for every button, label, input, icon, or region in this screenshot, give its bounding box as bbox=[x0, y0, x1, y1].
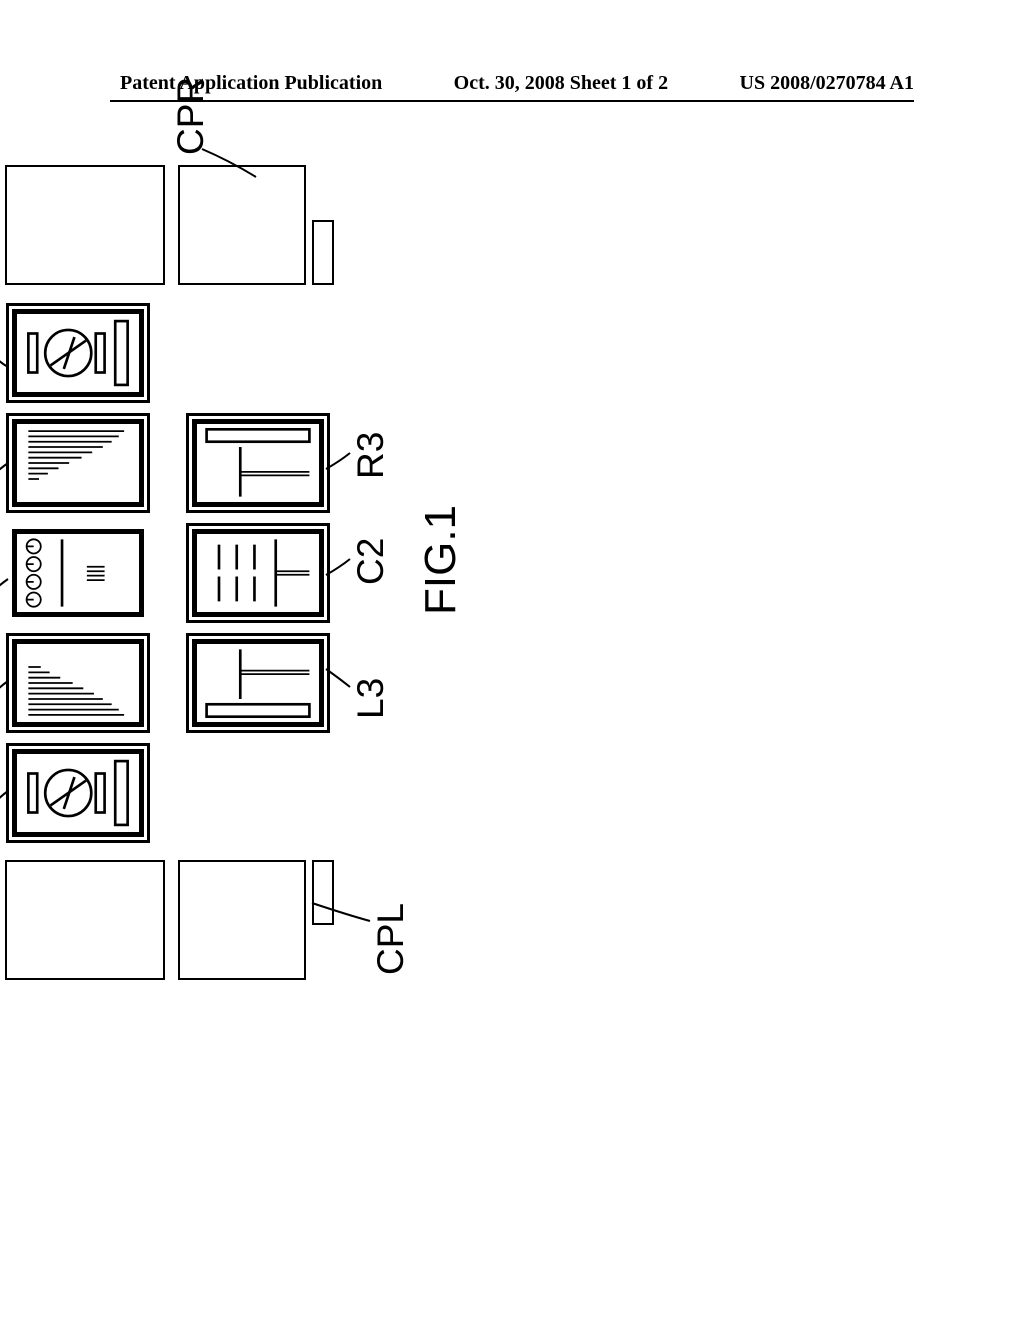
cpr-body bbox=[178, 165, 306, 285]
leader-r2 bbox=[0, 457, 12, 483]
label-l3: L3 bbox=[350, 678, 392, 719]
label-r3: R3 bbox=[350, 432, 392, 479]
c1-console-icon bbox=[17, 534, 139, 612]
header-rule bbox=[110, 100, 914, 102]
header-right: US 2008/0270784 A1 bbox=[740, 72, 914, 95]
block-r3 bbox=[192, 419, 324, 507]
cpr-foot bbox=[312, 220, 334, 285]
leader-l1 bbox=[0, 785, 12, 815]
l1-inner-icon bbox=[17, 754, 139, 832]
r1-inner-icon bbox=[17, 314, 139, 392]
leader-r3 bbox=[324, 447, 352, 473]
leader-l2 bbox=[0, 675, 12, 703]
block-l1 bbox=[12, 749, 144, 837]
c2-lines-icon bbox=[197, 534, 319, 612]
l3-rack-icon bbox=[197, 644, 319, 722]
block-l2 bbox=[12, 639, 144, 727]
r2-hatch-icon bbox=[17, 424, 139, 502]
cpl-body bbox=[178, 860, 306, 980]
r3-rack-icon bbox=[197, 424, 319, 502]
block-c1 bbox=[12, 529, 144, 617]
header-left: Patent Application Publication bbox=[120, 72, 382, 95]
label-cpl: CPL bbox=[370, 903, 412, 975]
leader-cpr bbox=[200, 143, 260, 183]
page-header: Patent Application Publication Oct. 30, … bbox=[0, 72, 1024, 95]
block-l3 bbox=[192, 639, 324, 727]
leader-cpl bbox=[308, 895, 372, 925]
figure-caption: FIG.1 bbox=[416, 505, 466, 615]
header-center: Oct. 30, 2008 Sheet 1 of 2 bbox=[454, 72, 668, 95]
block-c2 bbox=[192, 529, 324, 617]
block-r2 bbox=[12, 419, 144, 507]
l2-hatch-icon bbox=[17, 644, 139, 722]
block-r1 bbox=[12, 309, 144, 397]
figure-1-diagram: L1 L2 C1 R2 R1 L3 C2 R3 CPL CPR FIG.1 bbox=[0, 315, 900, 935]
leader-r1 bbox=[0, 341, 12, 371]
label-c2: C2 bbox=[350, 538, 392, 585]
cpl-screen bbox=[5, 860, 165, 980]
leader-c1 bbox=[0, 573, 12, 599]
cpr-screen bbox=[5, 165, 165, 285]
leader-c2 bbox=[324, 553, 352, 579]
leader-l3 bbox=[324, 663, 352, 689]
